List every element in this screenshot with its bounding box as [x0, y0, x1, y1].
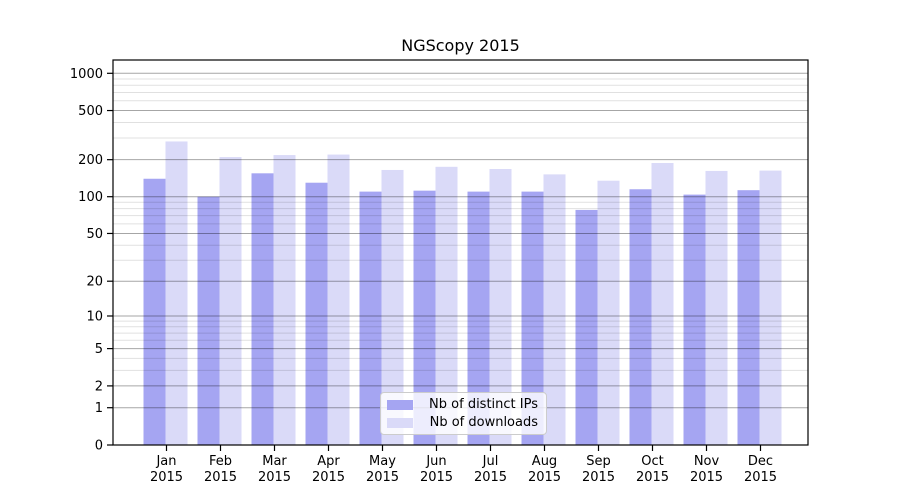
x-tick-label-year-aug: 2015: [528, 470, 561, 485]
y-tick-label-200: 200: [78, 153, 103, 168]
bar-aug-nb-of-distinct-ips: [521, 191, 544, 445]
bar-oct-nb-of-distinct-ips: [629, 189, 652, 445]
bar-may-nb-of-downloads: [381, 169, 404, 445]
bar-mar-nb-of-distinct-ips: [251, 173, 274, 445]
bar-jul-nb-of-downloads: [489, 169, 512, 445]
legend-entry-distinct-ips: Nb of distinct IPs: [387, 397, 538, 412]
legend-swatch-distinct-ips: [387, 399, 413, 410]
y-tick-label-10: 10: [86, 309, 103, 324]
x-tick-label-year-may: 2015: [366, 470, 399, 485]
x-tick-label-year-sep: 2015: [582, 470, 615, 485]
x-tick-label-year-dec: 2015: [744, 470, 777, 485]
bar-mar-nb-of-downloads: [273, 155, 296, 445]
y-tick-label-50: 50: [86, 227, 103, 242]
bar-jun-nb-of-downloads: [435, 166, 458, 445]
y-tick-label-500: 500: [78, 104, 103, 119]
x-tick-label-month-aug: Aug: [532, 454, 557, 469]
bar-nov-nb-of-distinct-ips: [683, 194, 706, 445]
bar-feb-nb-of-distinct-ips: [197, 196, 220, 445]
y-tick-label-5: 5: [95, 342, 103, 357]
bar-apr-nb-of-distinct-ips: [305, 182, 328, 445]
plot-frame: [112, 59, 809, 446]
x-tick-label-month-nov: Nov: [694, 454, 720, 469]
x-tick-label-year-apr: 2015: [312, 470, 345, 485]
x-tick-label-month-jul: Jul: [482, 454, 499, 469]
x-tick-label-year-jan: 2015: [150, 470, 183, 485]
legend-label-distinct-ips: Nb of distinct IPs: [429, 397, 538, 412]
x-tick-label-month-jan: Jan: [155, 454, 176, 469]
legend-swatch-downloads: [387, 417, 413, 428]
bar-apr-nb-of-downloads: [327, 154, 350, 445]
y-tick-label-0: 0: [95, 439, 103, 454]
bar-nov-nb-of-downloads: [705, 170, 728, 445]
legend-label-downloads: Nb of downloads: [429, 415, 538, 430]
bar-oct-nb-of-downloads: [651, 162, 674, 446]
x-tick-label-year-feb: 2015: [204, 470, 237, 485]
bar-dec-nb-of-downloads: [759, 170, 782, 445]
bar-aug-nb-of-downloads: [543, 174, 566, 446]
legend-entry-downloads: Nb of downloads: [387, 415, 538, 430]
x-tick-label-month-oct: Oct: [641, 454, 663, 469]
x-tick-label-year-mar: 2015: [258, 470, 291, 485]
bar-sep-nb-of-distinct-ips: [575, 209, 598, 445]
bar-jan-nb-of-downloads: [165, 141, 188, 445]
x-tick-label-month-jun: Jun: [425, 454, 446, 469]
x-tick-label-year-jul: 2015: [474, 470, 507, 485]
x-tick-label-month-sep: Sep: [586, 454, 611, 469]
chart-title: NGScopy 2015: [401, 36, 520, 55]
y-tick-label-2: 2: [95, 379, 103, 394]
x-tick-label-year-nov: 2015: [690, 470, 723, 485]
x-tick-label-year-oct: 2015: [636, 470, 669, 485]
y-tick-label-20: 20: [86, 275, 103, 290]
y-tick-label-1: 1: [95, 401, 103, 416]
x-tick-label-month-mar: Mar: [262, 454, 287, 469]
bar-jan-nb-of-distinct-ips: [143, 178, 166, 445]
x-tick-label-month-apr: Apr: [317, 454, 340, 469]
x-tick-label-year-jun: 2015: [420, 470, 453, 485]
bar-jun-nb-of-distinct-ips: [413, 190, 436, 445]
bar-sep-nb-of-downloads: [597, 180, 620, 445]
y-tick-label-100: 100: [78, 190, 103, 205]
legend: Nb of distinct IPs Nb of downloads: [380, 392, 547, 435]
x-tick-label-month-may: May: [369, 454, 396, 469]
x-tick-label-month-dec: Dec: [748, 454, 773, 469]
y-tick-label-1000: 1000: [70, 67, 103, 82]
bar-dec-nb-of-distinct-ips: [737, 190, 760, 445]
x-tick-label-month-feb: Feb: [209, 454, 232, 469]
bar-may-nb-of-distinct-ips: [359, 191, 382, 445]
bar-jul-nb-of-distinct-ips: [467, 191, 490, 445]
bar-feb-nb-of-downloads: [219, 157, 242, 445]
